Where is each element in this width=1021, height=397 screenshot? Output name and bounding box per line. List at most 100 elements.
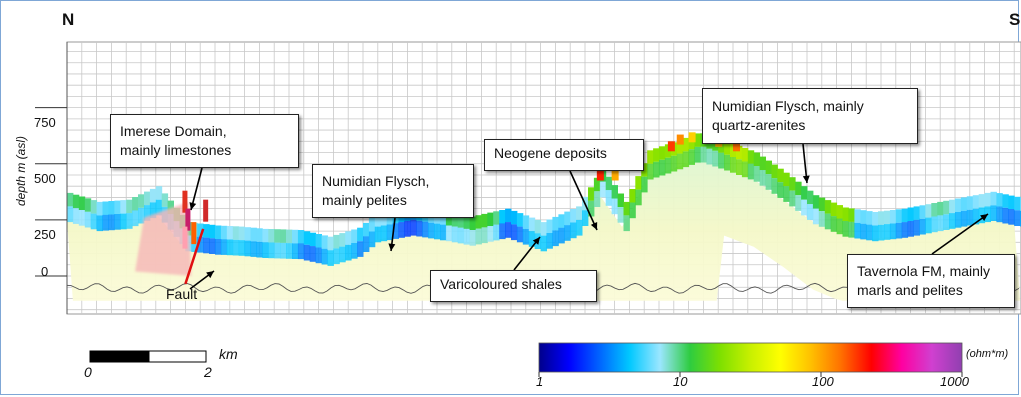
- section-cell-top-139: [889, 210, 897, 224]
- section-cell-mid-149: [949, 213, 956, 229]
- section-cell-mid-39: [297, 243, 305, 260]
- section-cell-mid-83: [558, 227, 565, 244]
- section-high-cell-0: [667, 141, 675, 152]
- south-label: S: [1009, 10, 1021, 29]
- imerese-high-cell-3: [191, 222, 197, 245]
- section-cell-mid-100: [659, 159, 666, 176]
- section-cell-mid-1: [72, 208, 80, 224]
- section-cell-mid-29: [238, 240, 246, 256]
- leader-neogene: [569, 170, 598, 231]
- section-cell-mid-24: [209, 238, 216, 254]
- annotation-tavernola-line1: Tavernola FM, mainly: [857, 263, 991, 279]
- section-cell-mid-69: [475, 228, 482, 245]
- section-cell-mid-151: [960, 210, 968, 227]
- imerese-high-cell-0: [182, 190, 188, 213]
- section-cell-top-134: [860, 210, 867, 224]
- section-cell-mid-59: [416, 220, 423, 237]
- annotation-numidian-arenites-line2: quartz-arenites: [712, 117, 806, 133]
- section-cell-mid-87: [582, 210, 589, 226]
- deep-low-sensitivity-zone: [67, 159, 1021, 301]
- section-cell-top-127: [818, 197, 826, 212]
- imerese-high-cell-1: [185, 208, 191, 231]
- section-cell-top-72: [493, 211, 500, 225]
- section-cell-top-136: [872, 212, 879, 226]
- section-cell-top-140: [895, 209, 903, 223]
- section-cell-mid-77: [522, 228, 530, 245]
- section-cell-mid-21: [191, 236, 198, 252]
- section-cell-mid-88: [588, 200, 595, 217]
- section-cell-top-81: [546, 219, 553, 233]
- scale-bar: [89, 350, 207, 363]
- section-cell-top-79: [534, 219, 542, 234]
- y-tick-label-250: 250: [34, 227, 56, 242]
- section-cell-mid-120: [777, 182, 784, 198]
- colorbar-unit: (ohm*m): [966, 348, 1009, 360]
- section-high-cell-6: [611, 170, 619, 181]
- section-cell-top-25: [215, 225, 222, 239]
- annotation-varicoloured: Varicoloured shales: [430, 270, 597, 302]
- section-cell-top-1: [72, 194, 80, 209]
- section-cell-mid-141: [901, 222, 909, 238]
- north-label: N: [62, 10, 75, 29]
- section-cell-mid-129: [830, 216, 838, 232]
- section-cell-top-78: [528, 217, 536, 232]
- section-cell-mid-71: [487, 226, 494, 242]
- section-cell-mid-135: [866, 224, 873, 241]
- section-cell-top-10: [126, 199, 133, 214]
- section-cell-mid-146: [931, 216, 938, 233]
- section-cell-mid-108: [706, 148, 713, 165]
- section-cell-mid-10: [126, 213, 133, 229]
- section-cell-mid-134: [860, 223, 867, 240]
- section-cell-top-83: [558, 214, 565, 228]
- section-cell-top-141: [901, 208, 909, 223]
- section-cell-mid-66: [457, 227, 465, 244]
- section-cell-mid-91: [605, 190, 613, 206]
- y-axis-label: depth m (asl): [14, 135, 28, 207]
- section-cell-top-156: [990, 191, 997, 206]
- section-cell-mid-73: [499, 223, 506, 240]
- section-cell-top-73: [499, 210, 506, 224]
- section-cell-top-105: [688, 135, 695, 150]
- section-cell-top-137: [878, 211, 885, 225]
- section-cell-top-6: [102, 201, 109, 215]
- annotation-numidian-arenites-line1: Numidian Flysch, mainly: [712, 98, 864, 114]
- section-cell-mid-160: [1014, 210, 1021, 226]
- imerese-high-cell-4: [182, 226, 188, 249]
- section-cell-mid-65: [451, 226, 459, 243]
- annotation-numidian-pelites: Numidian Flysch, mainly pelites: [312, 164, 474, 218]
- section-cell-mid-143: [913, 219, 920, 236]
- section-cell-mid-133: [854, 222, 861, 239]
- section-cell-mid-84: [564, 225, 571, 241]
- section-cell-mid-117: [759, 170, 766, 186]
- section-cell-mid-82: [552, 230, 559, 247]
- section-cell-mid-41: [309, 246, 317, 262]
- section-cell-top-157: [996, 193, 1003, 207]
- section-cell-mid-158: [1002, 207, 1009, 224]
- section-cell-mid-30: [244, 240, 251, 257]
- section-cell-top-69: [475, 215, 482, 229]
- section-cell-mid-157: [996, 206, 1003, 223]
- section-cell-mid-45: [333, 248, 340, 265]
- section-cell-mid-86: [576, 219, 583, 236]
- annotation-numidian-pelites-line1: Numidian Flysch,: [322, 173, 430, 189]
- section-cell-top-117: [759, 156, 766, 171]
- annotation-imerese: Imerese Domain, mainly limestones: [110, 114, 299, 168]
- section-cell-mid-113: [736, 159, 743, 175]
- section-cell-mid-125: [807, 204, 814, 220]
- section-cell-top-143: [913, 206, 920, 220]
- section-cell-top-33: [262, 228, 269, 243]
- section-cell-mid-2: [78, 210, 86, 226]
- section-cell-mid-140: [895, 222, 903, 239]
- section-cell-top-94: [623, 201, 630, 216]
- section-cell-top-28: [232, 226, 240, 240]
- section-cell-mid-148: [943, 214, 950, 230]
- section-cell-mid-137: [878, 224, 885, 241]
- section-cell-top-40: [303, 231, 311, 245]
- section-cell-mid-67: [463, 228, 470, 245]
- section-cell-mid-47: [345, 244, 352, 261]
- section-cell-top-77: [522, 215, 530, 229]
- section-cell-mid-130: [836, 218, 843, 235]
- section-cell-mid-97: [641, 176, 648, 193]
- section-cell-top-82: [552, 216, 559, 231]
